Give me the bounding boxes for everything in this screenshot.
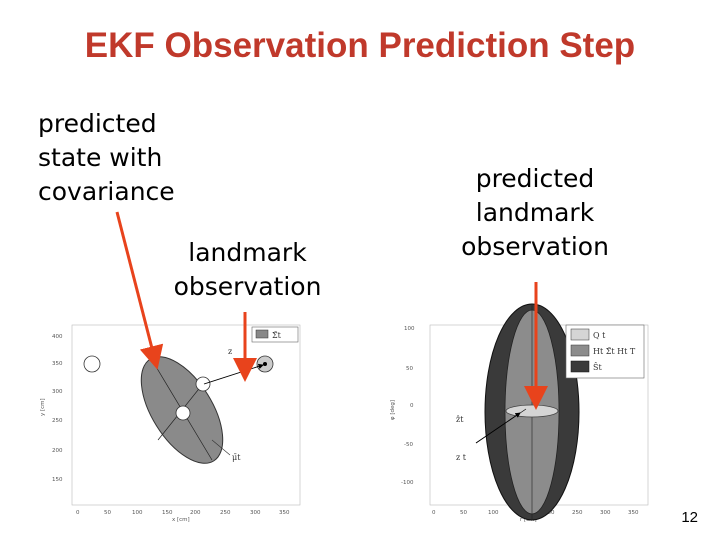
right-plot: 100 50 0 -50 -100 φ [deg] 0 50 100 150 2… xyxy=(390,303,649,523)
y-tick: 150 xyxy=(52,477,63,483)
y-tick: 100 xyxy=(404,326,415,332)
left-y-label: y [cm] xyxy=(40,398,46,416)
label-line: observation xyxy=(173,272,322,301)
mu-label: μ̄t xyxy=(232,453,241,462)
z-hat-label: ẑt xyxy=(456,415,464,424)
predicted-state-label: predicted state with covariance xyxy=(38,107,175,209)
x-tick: 250 xyxy=(220,510,231,516)
label-line: state with xyxy=(38,143,163,172)
y-tick: 400 xyxy=(52,334,63,340)
left-y-ticks: 400 350 300 250 200 150 xyxy=(52,334,63,483)
x-tick: 350 xyxy=(279,510,290,516)
x-tick: 200 xyxy=(190,510,201,516)
y-tick: 50 xyxy=(406,366,413,372)
label-line: covariance xyxy=(38,177,175,206)
label-line: predicted xyxy=(38,109,157,138)
predicted-observation-vector xyxy=(475,408,527,444)
legend-label: Ht Σ̄t Ht T xyxy=(593,347,636,356)
mu-pointer xyxy=(211,439,231,456)
x-tick: 0 xyxy=(432,510,436,516)
robot-pose-icon xyxy=(195,376,211,392)
label-line: observation xyxy=(461,232,609,261)
x-tick: 300 xyxy=(600,510,611,516)
z-label: z t xyxy=(456,453,467,462)
x-tick: 300 xyxy=(250,510,261,516)
predicted-observation-label: predicted landmark observation xyxy=(440,162,630,264)
x-tick: 50 xyxy=(460,510,467,516)
x-tick: 0 xyxy=(76,510,80,516)
legend-swatch xyxy=(570,360,590,373)
left-plot: 400 350 300 250 200 150 y [cm] 0 50 100 … xyxy=(40,324,301,523)
x-tick: 50 xyxy=(104,510,111,516)
robot-pose-icon xyxy=(83,355,101,373)
legend-swatch xyxy=(570,328,590,341)
x-tick: 200 xyxy=(544,510,555,516)
legend-swatch xyxy=(570,344,590,357)
left-x-ticks: 0 50 100 150 200 250 300 350 xyxy=(76,510,290,516)
right-y-label: φ [deg] xyxy=(390,400,396,420)
y-tick: -50 xyxy=(404,442,413,448)
right-y-ticks: 100 50 0 -50 -100 xyxy=(401,326,415,486)
arrow-to-state xyxy=(115,211,164,370)
left-x-label: x [cm] xyxy=(172,517,190,523)
legend-label: Ŝt xyxy=(593,363,602,372)
observation-vector xyxy=(203,363,264,385)
y-tick: 250 xyxy=(52,418,63,424)
page-number: 12 xyxy=(681,509,698,526)
label-line: landmark xyxy=(188,238,307,267)
x-tick: 100 xyxy=(132,510,143,516)
label-line: landmark xyxy=(475,198,595,227)
x-tick: 150 xyxy=(162,510,173,516)
left-plot-frame xyxy=(71,324,301,506)
y-tick: 0 xyxy=(410,403,414,409)
landmark-center xyxy=(263,362,267,366)
y-tick: -100 xyxy=(401,480,414,486)
legend-swatch xyxy=(255,329,269,339)
z-label: z xyxy=(228,347,232,356)
slide-title: EKF Observation Prediction Step xyxy=(84,26,636,65)
x-tick: 100 xyxy=(488,510,499,516)
y-tick: 300 xyxy=(52,389,63,395)
legend-label: Σ̄t xyxy=(272,331,282,340)
legend-label: Q t xyxy=(593,331,606,340)
label-line: predicted xyxy=(475,164,595,193)
y-tick: 200 xyxy=(52,448,63,454)
robot-pose-icon xyxy=(175,405,191,421)
measurement-noise-ellipse xyxy=(505,404,559,418)
x-tick: 350 xyxy=(628,510,639,516)
y-tick: 350 xyxy=(52,361,63,367)
x-tick: 250 xyxy=(572,510,583,516)
landmark-observation-label: landmark observation xyxy=(150,236,345,304)
